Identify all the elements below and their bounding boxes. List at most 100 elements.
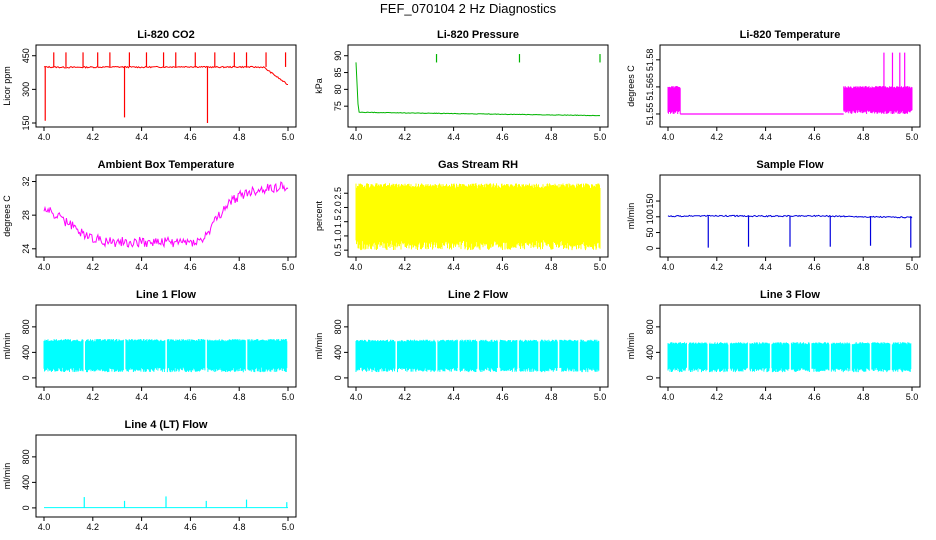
x-tick-label: 4.2 (87, 522, 100, 532)
x-tick-label: 4.8 (233, 392, 246, 402)
x-tick-label: 4.0 (350, 392, 363, 402)
x-tick-label: 5.0 (594, 392, 607, 402)
chart-panel: Li-820 Pressure kPa 4.0 4.2 4.4 4.6 4.8 5.0 75 80… (314, 29, 609, 142)
x-tick-label: 5.0 (282, 392, 295, 402)
x-tick-label: 4.6 (496, 392, 509, 402)
data-line (43, 65, 288, 85)
x-tick-label: 5.0 (906, 262, 919, 272)
chart-title: Li-820 Temperature (740, 29, 841, 41)
y-tick-label: 800 (645, 319, 655, 334)
y-tick-label: 1.0 (333, 230, 343, 243)
x-tick-label: 4.6 (496, 132, 509, 142)
chart-title: Li-820 Pressure (437, 29, 519, 41)
x-tick-label: 4.8 (545, 262, 558, 272)
data-band (43, 339, 288, 373)
y-tick-label: 800 (21, 319, 31, 334)
data-line (43, 181, 289, 249)
x-tick-label: 4.8 (233, 522, 246, 532)
x-tick-label: 4.6 (496, 262, 509, 272)
x-tick-label: 4.4 (135, 392, 148, 402)
y-tick-label: 51.58 (645, 49, 655, 72)
x-tick-label: 4.0 (38, 392, 51, 402)
data-line (355, 62, 601, 117)
y-tick-label: 800 (333, 319, 343, 334)
x-tick-label: 4.2 (399, 132, 412, 142)
x-tick-label: 4.0 (350, 262, 363, 272)
x-tick-label: 4.4 (759, 262, 772, 272)
x-tick-label: 4.8 (545, 392, 558, 402)
x-tick-label: 5.0 (594, 262, 607, 272)
plot-frame (35, 174, 297, 258)
y-tick-label: 80 (333, 84, 343, 94)
plot-frame (347, 44, 609, 128)
x-tick-label: 4.0 (38, 132, 51, 142)
x-tick-label: 4.6 (808, 132, 821, 142)
x-tick-label: 4.2 (399, 262, 412, 272)
x-tick-label: 4.6 (184, 392, 197, 402)
y-tick-label: 400 (333, 345, 343, 360)
x-tick-label: 4.6 (184, 522, 197, 532)
x-tick-label: 5.0 (906, 392, 919, 402)
y-tick-label: 150 (21, 115, 31, 130)
y-tick-label: 0 (645, 246, 655, 251)
x-tick-label: 4.0 (662, 392, 675, 402)
chart-panel: Ambient Box Temperature degrees C 4.0 4.2 4.… (2, 159, 297, 272)
plot-frame (347, 304, 609, 388)
x-tick-label: 4.2 (87, 132, 100, 142)
y-axis-label: ml/min (2, 333, 12, 360)
data-band (843, 86, 913, 114)
y-tick-label: 1.5 (333, 215, 343, 228)
chart-panel: Line 4 (LT) Flow ml/min 4.0 4.2 4.4 4.6 4.8 5.0… (2, 419, 297, 532)
chart-title: Line 4 (LT) Flow (125, 419, 208, 431)
x-tick-label: 5.0 (594, 132, 607, 142)
y-tick-label: 400 (21, 475, 31, 490)
y-tick-label: 150 (645, 194, 655, 209)
plot-frame (659, 174, 921, 258)
y-tick-label: 75 (333, 101, 343, 111)
y-axis-label: kPa (314, 78, 324, 94)
x-tick-label: 4.4 (447, 392, 460, 402)
y-tick-label: 400 (645, 345, 655, 360)
y-tick-label: 24 (21, 244, 31, 254)
plot-frame (35, 304, 297, 388)
y-tick-label: 450 (21, 48, 31, 63)
x-tick-label: 4.4 (135, 262, 148, 272)
chart-title: Sample Flow (756, 159, 824, 171)
chart-title: Li-820 CO2 (137, 29, 194, 41)
y-tick-label: 90 (333, 51, 343, 61)
page-title: FEF_070104 2 Hz Diagnostics (379, 1, 557, 16)
plot-frame (35, 44, 297, 128)
plot-frame (35, 434, 297, 518)
x-tick-label: 4.8 (857, 392, 870, 402)
x-tick-label: 4.2 (711, 262, 724, 272)
y-axis-label: ml/min (626, 333, 636, 360)
y-tick-label: 51.55 (645, 103, 655, 126)
y-tick-label: 0 (645, 375, 655, 380)
x-tick-label: 4.2 (87, 262, 100, 272)
y-tick-label: 100 (645, 209, 655, 224)
x-tick-label: 5.0 (282, 262, 295, 272)
chart-panel: Li-820 CO2 Licor ppm 4.0 4.2 4.4 4.6 4.8 5.0 150… (2, 29, 297, 142)
x-tick-label: 4.4 (447, 262, 460, 272)
y-tick-label: 0 (21, 505, 31, 510)
y-tick-label: 28 (21, 210, 31, 220)
x-tick-label: 4.0 (350, 132, 363, 142)
chart-panel: Line 2 Flow ml/min 4.0 4.2 4.4 4.6 4.8 5.0 0 400 8… (314, 289, 609, 402)
x-tick-label: 4.6 (808, 392, 821, 402)
x-tick-label: 4.0 (662, 132, 675, 142)
data-band (667, 86, 681, 114)
y-axis-label: degrees C (2, 195, 12, 237)
y-tick-label: 400 (21, 345, 31, 360)
x-tick-label: 4.8 (857, 262, 870, 272)
x-tick-label: 5.0 (282, 522, 295, 532)
y-axis-label: Licor ppm (2, 66, 12, 106)
y-axis-label: ml/min (314, 333, 324, 360)
y-tick-label: 0.5 (333, 244, 343, 257)
chart-panel: Sample Flow ml/min 4.0 4.2 4.4 4.6 4.8 5.0 0 50 10… (626, 159, 921, 272)
chart-title: Gas Stream RH (438, 159, 518, 171)
data-band (355, 339, 600, 373)
x-tick-label: 4.4 (135, 132, 148, 142)
y-tick-label: 85 (333, 68, 343, 78)
x-tick-label: 4.8 (545, 132, 558, 142)
